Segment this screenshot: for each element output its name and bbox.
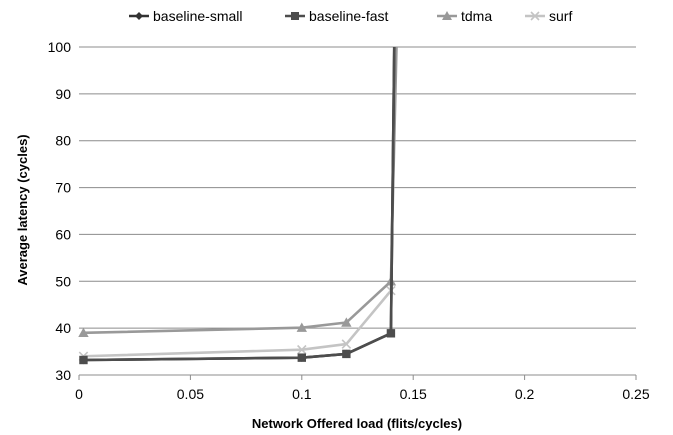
- legend-marker: [442, 11, 452, 20]
- data-point: [341, 317, 352, 327]
- legend-item-tdma: tdma: [437, 8, 492, 24]
- series-line-tdma: [83, 46, 398, 335]
- series-baseline-small: [79, 46, 396, 365]
- legend-item-baseline-small: baseline-small: [129, 8, 242, 24]
- y-tick-label: 70: [55, 180, 71, 196]
- y-tick-label: 80: [55, 133, 71, 149]
- y-tick-label: 60: [55, 226, 71, 242]
- legend-marker: [135, 12, 143, 20]
- legend-item-baseline-fast: baseline-fast: [285, 8, 388, 24]
- x-tick-label: 0.05: [177, 386, 204, 402]
- data-point: [342, 349, 351, 359]
- legend-item-surf: surf: [525, 8, 572, 24]
- legend-marker: [530, 11, 540, 21]
- legend-label: surf: [549, 8, 572, 24]
- series-tdma: [78, 46, 398, 338]
- x-tick-label: 0.1: [292, 386, 312, 402]
- x-axis-title: Network Offered load (flits/cycles): [252, 416, 462, 431]
- y-tick-label: 40: [55, 320, 71, 336]
- grid-layer: [79, 46, 636, 329]
- data-point: [79, 355, 88, 365]
- x-tick-label: 0.2: [515, 386, 535, 402]
- data-point: [78, 327, 89, 338]
- y-tick-label: 90: [55, 86, 71, 102]
- data-point: [297, 353, 306, 362]
- legend-label: baseline-small: [153, 8, 242, 24]
- x-tick-label: 0.15: [400, 386, 427, 402]
- x-tick-label: 0: [75, 386, 83, 402]
- y-axis-title: Average latency (cycles): [15, 134, 30, 285]
- data-point: [296, 322, 307, 332]
- axis-layer: 30 40 50 60 70 80 90 100 0 0.05 0.1 0.15 0.2 0.25: [48, 39, 650, 402]
- series-layer: [78, 46, 398, 365]
- legend-label: tdma: [461, 8, 492, 24]
- data-point: [386, 329, 396, 338]
- legend: baseline-small baseline-fast tdma surf: [129, 8, 572, 24]
- y-tick-label: 100: [48, 39, 72, 55]
- series-baseline-fast: [79, 46, 396, 365]
- y-tick-label: 50: [55, 273, 71, 289]
- legend-label: baseline-fast: [309, 8, 388, 24]
- x-tick-label: 0.25: [622, 386, 649, 402]
- y-tick-label: 30: [55, 367, 71, 383]
- data-point: [297, 344, 307, 355]
- legend-marker: [291, 12, 299, 20]
- data-point: [341, 339, 352, 349]
